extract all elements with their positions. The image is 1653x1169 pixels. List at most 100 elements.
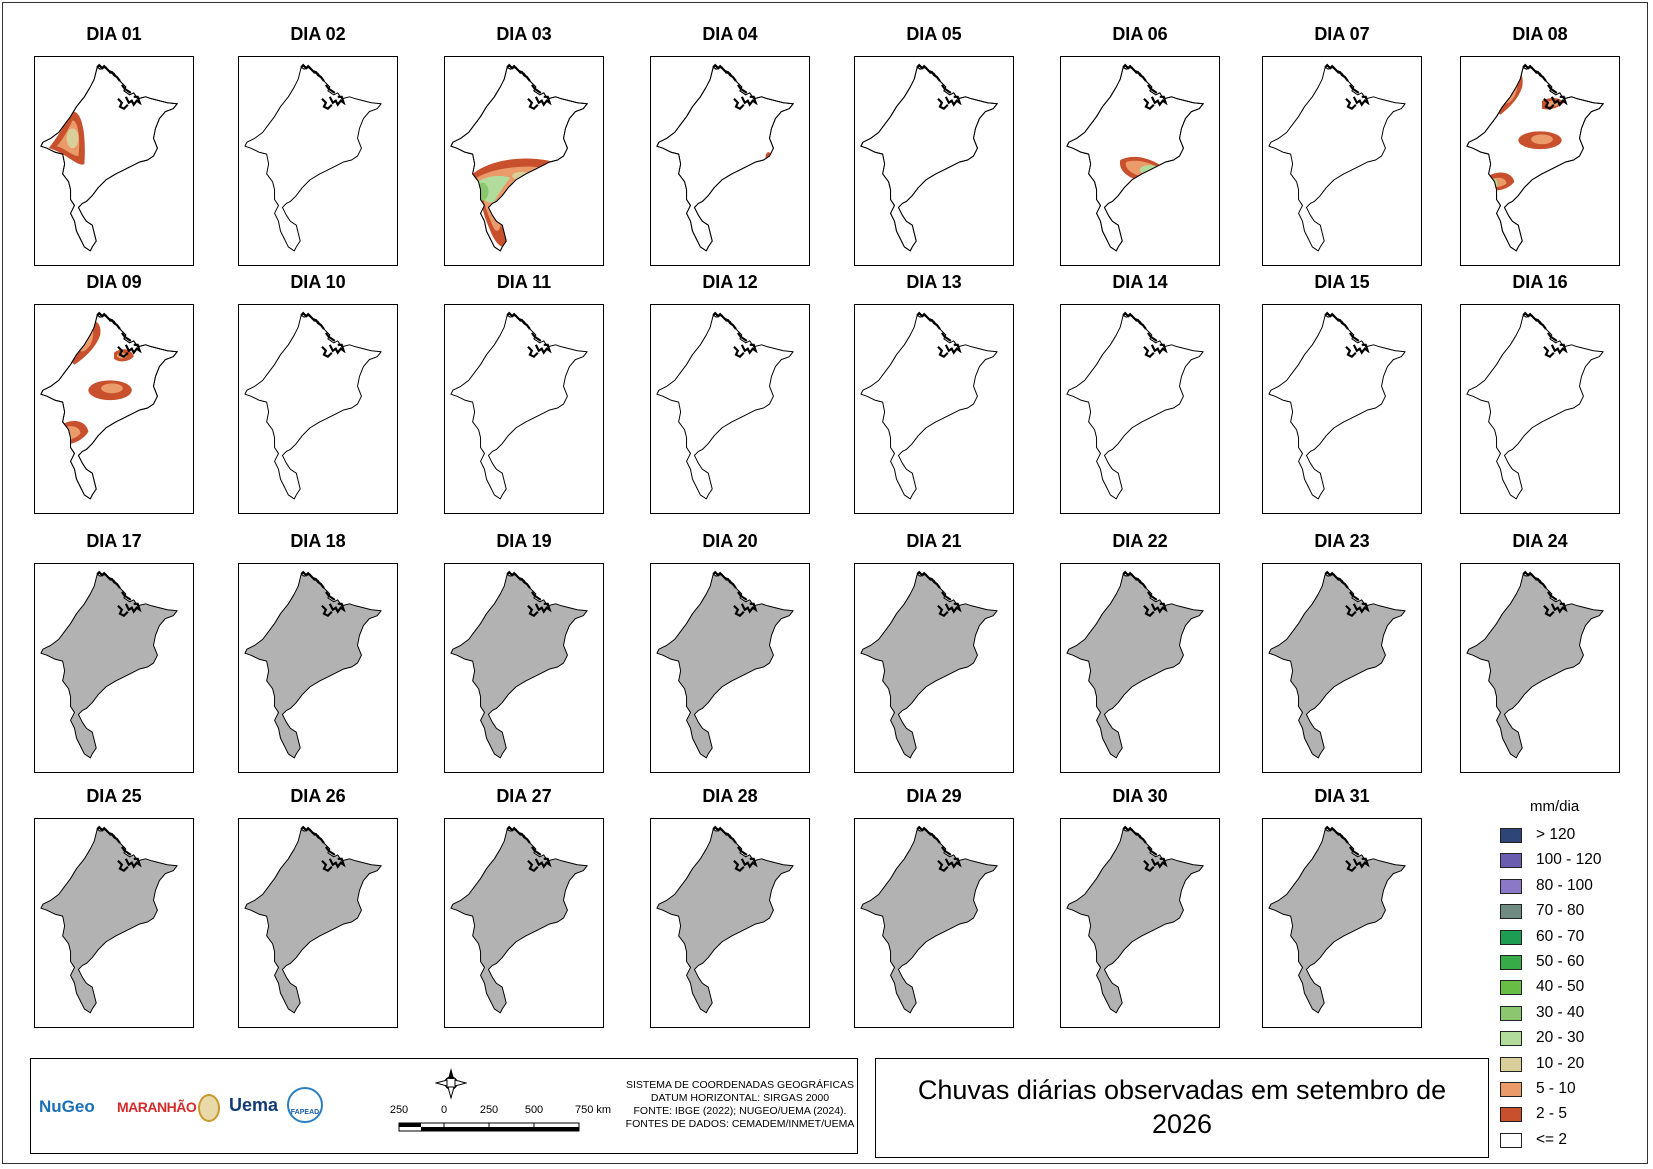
day-map-panel — [444, 563, 604, 773]
scale-label: 500 — [524, 1104, 544, 1116]
day-label: DIA 19 — [496, 531, 552, 551]
north-arrow-icon — [435, 1068, 467, 1099]
state-map — [860, 570, 998, 759]
fapead-logo: FAPEAD — [287, 1087, 323, 1123]
rain-area — [1531, 134, 1553, 145]
state-outline — [40, 573, 178, 759]
legend-label: 2 - 5 — [1536, 1105, 1568, 1123]
coastline-detail — [506, 311, 552, 358]
state-map — [450, 311, 588, 500]
coastline-detail — [300, 825, 346, 872]
scale-label: 750 km — [574, 1104, 612, 1116]
state-outline — [450, 314, 588, 500]
coastline-detail — [300, 311, 346, 358]
state-outline — [1066, 828, 1204, 1014]
day-map-panel — [444, 56, 604, 266]
state-map — [860, 825, 998, 1014]
day-map-panel — [1060, 304, 1220, 514]
legend-swatch — [1500, 904, 1522, 920]
day-label: DIA 30 — [1112, 786, 1168, 806]
seal-icon — [198, 1094, 220, 1122]
day-label: DIA 14 — [1112, 272, 1168, 292]
state-outline — [40, 314, 178, 500]
day-label: DIA 16 — [1512, 272, 1568, 292]
map-title: Chuvas diárias observadas em setembro de… — [876, 1073, 1488, 1141]
day-map-panel — [854, 563, 1014, 773]
credit-line: FONTE: IBGE (2022); NUGEO/UEMA (2024). — [633, 1105, 847, 1117]
coastline-detail — [506, 570, 552, 617]
scale-label: 250 — [479, 1104, 499, 1116]
state-outline — [244, 314, 382, 500]
day-map-panel — [1060, 56, 1220, 266]
coastline-detail — [1122, 311, 1168, 358]
day-map-panel — [1262, 304, 1422, 514]
day-map-panel — [238, 563, 398, 773]
legend-label: 100 - 120 — [1536, 851, 1602, 869]
state-outline — [1268, 573, 1406, 759]
coastline-detail — [1522, 570, 1568, 617]
state-outline — [450, 573, 588, 759]
day-map-panel — [1262, 56, 1422, 266]
legend-label: 10 - 20 — [1536, 1054, 1585, 1072]
map-title-line: 2026 — [1151, 1109, 1213, 1139]
legend-item: 5 - 10 — [1500, 1079, 1640, 1099]
legend-item: 60 - 70 — [1500, 927, 1640, 947]
day-label: DIA 02 — [290, 24, 346, 44]
rain-area — [476, 182, 489, 201]
legend-label: 30 - 40 — [1536, 1003, 1585, 1021]
day-map-panel — [1460, 563, 1620, 773]
state-outline — [1466, 66, 1604, 252]
coastline-detail — [506, 63, 552, 110]
coastline-detail — [916, 570, 962, 617]
day-label: DIA 25 — [86, 786, 142, 806]
state-outline — [860, 828, 998, 1014]
state-map — [244, 825, 382, 1014]
day-map-panel — [444, 818, 604, 1028]
state-outline — [1268, 314, 1406, 500]
state-outline — [1466, 573, 1604, 759]
state-map — [244, 570, 382, 759]
legend-swatch — [1500, 929, 1522, 945]
legend-swatch — [1500, 878, 1522, 894]
coastline-detail — [1522, 311, 1568, 358]
day-label: DIA 05 — [906, 24, 962, 44]
coastline-detail — [916, 63, 962, 110]
state-map — [1466, 311, 1604, 500]
day-map-panel — [650, 818, 810, 1028]
state-map — [244, 63, 382, 252]
coastline-detail — [712, 311, 758, 358]
state-outline — [656, 314, 794, 500]
rain-area — [930, 177, 948, 190]
legend-swatch — [1500, 1082, 1522, 1097]
credit-line: FONTES DE DADOS: CEMADEM/INMET/UEMA — [625, 1118, 855, 1130]
legend-swatch — [1500, 1107, 1522, 1123]
day-map-panel — [1460, 56, 1620, 266]
day-map-panel — [650, 304, 810, 514]
legend-title: mm/dia — [1530, 798, 1580, 815]
rain-area — [101, 383, 123, 394]
state-outline — [244, 828, 382, 1014]
state-map — [656, 825, 794, 1014]
day-label: DIA 23 — [1314, 531, 1370, 551]
day-label: DIA 17 — [86, 531, 142, 551]
coastline-detail — [1324, 63, 1370, 110]
state-outline — [244, 573, 382, 759]
state-outline — [1268, 828, 1406, 1014]
legend-swatch — [1500, 980, 1522, 996]
state-outline — [1466, 314, 1604, 500]
state-map — [1066, 311, 1204, 500]
day-label: DIA 07 — [1314, 24, 1370, 44]
legend-item: 2 - 5 — [1500, 1104, 1640, 1124]
legend-label: 40 - 50 — [1536, 978, 1585, 996]
legend-item: 40 - 50 — [1500, 977, 1640, 997]
state-map — [656, 63, 795, 252]
state-map — [656, 311, 794, 500]
legend-swatch — [1500, 828, 1522, 843]
state-outline — [40, 828, 178, 1014]
legend-swatch — [1500, 1132, 1522, 1148]
uema-logo: Uema — [229, 1095, 279, 1115]
coastline-detail — [1122, 570, 1168, 617]
day-label: DIA 06 — [1112, 24, 1168, 44]
day-label: DIA 15 — [1314, 272, 1370, 292]
day-map-panel — [34, 563, 194, 773]
